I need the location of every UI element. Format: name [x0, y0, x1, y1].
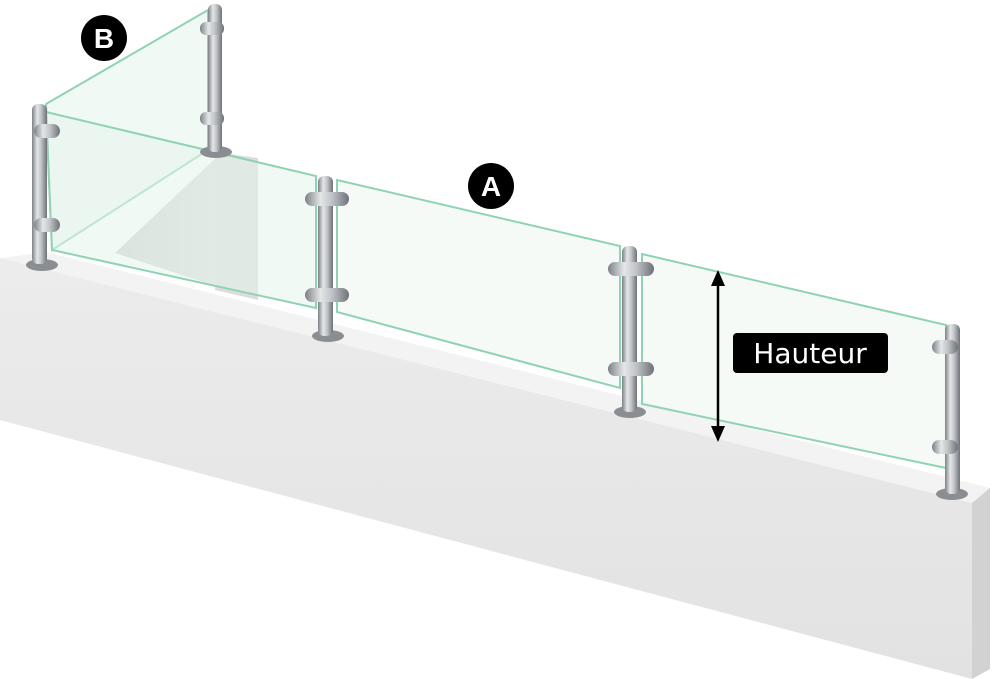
double-arrow-vertical-icon — [711, 270, 725, 442]
badge-a-text: A — [481, 171, 501, 202]
wall-top — [0, 252, 990, 503]
post-1 — [26, 104, 60, 271]
post-4 — [608, 246, 654, 418]
height-label: Hauteur — [733, 333, 888, 373]
post-3 — [305, 176, 349, 342]
wall-end-face — [972, 488, 990, 679]
badge-b: B — [81, 15, 127, 61]
post-2 — [200, 4, 232, 158]
posts — [26, 4, 968, 500]
badge-a: A — [468, 163, 514, 209]
wall-front — [0, 258, 972, 679]
glass-panel-a2 — [336, 178, 621, 390]
height-label-text: Hauteur — [753, 337, 867, 370]
badge-b-text: B — [94, 23, 114, 54]
post-5 — [932, 324, 968, 500]
